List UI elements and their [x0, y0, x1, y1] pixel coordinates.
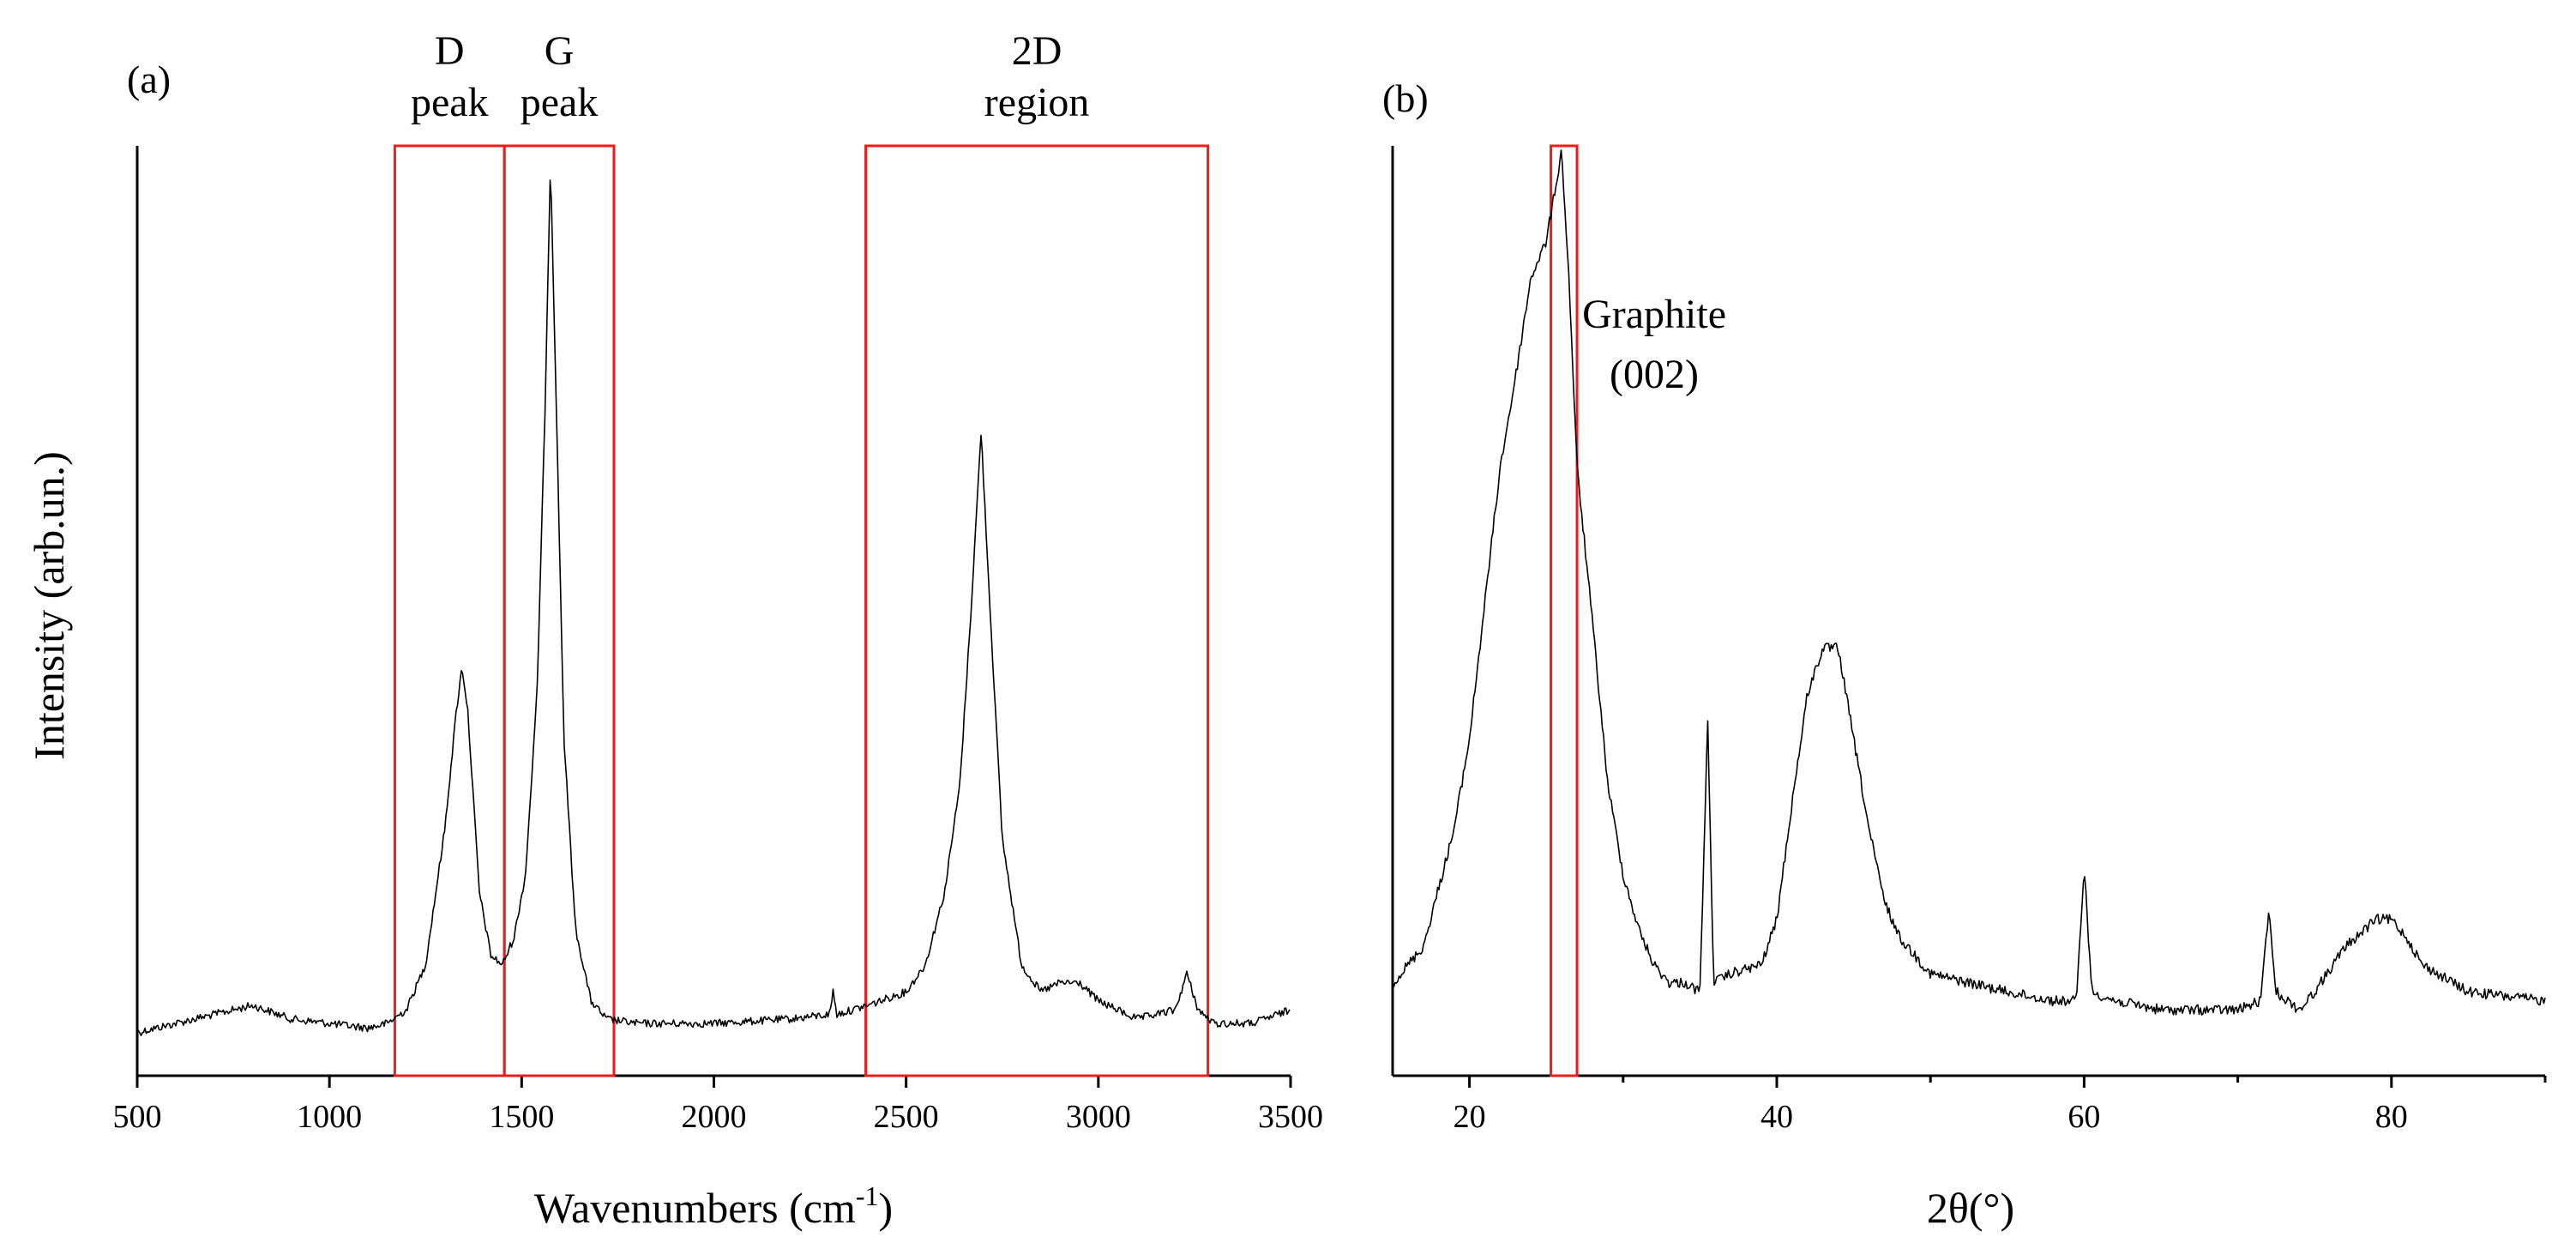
annotation-a-2-line-0: 2D — [1012, 28, 1062, 74]
panel-b-annotations: Graphite (002) — [1582, 292, 1726, 397]
panel-a-label: (a) — [127, 57, 171, 101]
panel-b-region-boxes — [1550, 144, 1579, 1077]
x-title-superscript: -1 — [856, 1180, 879, 1211]
panel-a-region-boxes — [393, 144, 1210, 1077]
panel-b-x-ticks: 20 40 60 80 — [1454, 1076, 2547, 1135]
annotation-a-0-line-1: peak — [411, 80, 489, 125]
region-box-a-2 — [864, 144, 1210, 1077]
annotation-a-1-line-1: peak — [521, 80, 599, 125]
x-tick-label-a-4: 2500 — [874, 1099, 939, 1135]
xrd-pattern-panel: (b) 20 40 60 80 Graphite (002) 2θ(°) — [1382, 76, 2547, 1232]
annotation-b-0-line-0: Graphite — [1582, 292, 1726, 337]
x-tick-label-a-0: 500 — [113, 1099, 162, 1135]
x-tick-label-b-3: 80 — [2375, 1099, 2408, 1135]
x-tick-label-a-2: 1500 — [489, 1099, 554, 1135]
x-tick-label-a-3: 2000 — [682, 1099, 747, 1135]
panel-a-y-axis-title: Intensity (arb.un.) — [25, 451, 73, 760]
annotation-a-1-line-0: G — [545, 28, 575, 74]
xrd-pattern-line — [1392, 149, 2546, 1016]
x-title-main: Wavenumbers (cm — [534, 1184, 856, 1232]
region-box-b-0 — [1550, 144, 1579, 1077]
region-box-a-1 — [503, 144, 616, 1077]
annotation-a-0-line-0: D — [435, 28, 465, 74]
x-tick-label-a-6: 3500 — [1258, 1099, 1323, 1135]
x-title-suffix: ) — [879, 1184, 894, 1232]
annotation-a-2-line-1: region — [984, 80, 1090, 125]
panel-b-x-axis-title: 2θ(°) — [1927, 1184, 2014, 1232]
x-tick-label-b-0: 20 — [1454, 1099, 1486, 1135]
x-tick-label-a-1: 1000 — [297, 1099, 362, 1135]
raman-spectrum-line — [136, 179, 1291, 1036]
x-tick-label-a-5: 3000 — [1066, 1099, 1131, 1135]
panel-b-label: (b) — [1382, 76, 1429, 120]
annotation-b-0-line-1: (002) — [1610, 352, 1699, 397]
panel-a-x-ticks: 500 1000 1500 2000 2500 3000 3500 — [113, 1076, 1323, 1135]
x-tick-label-b-1: 40 — [1760, 1099, 1793, 1135]
x-tick-label-b-2: 60 — [2067, 1099, 2100, 1135]
panel-a-x-axis-title: Wavenumbers (cm-1) — [534, 1180, 893, 1232]
